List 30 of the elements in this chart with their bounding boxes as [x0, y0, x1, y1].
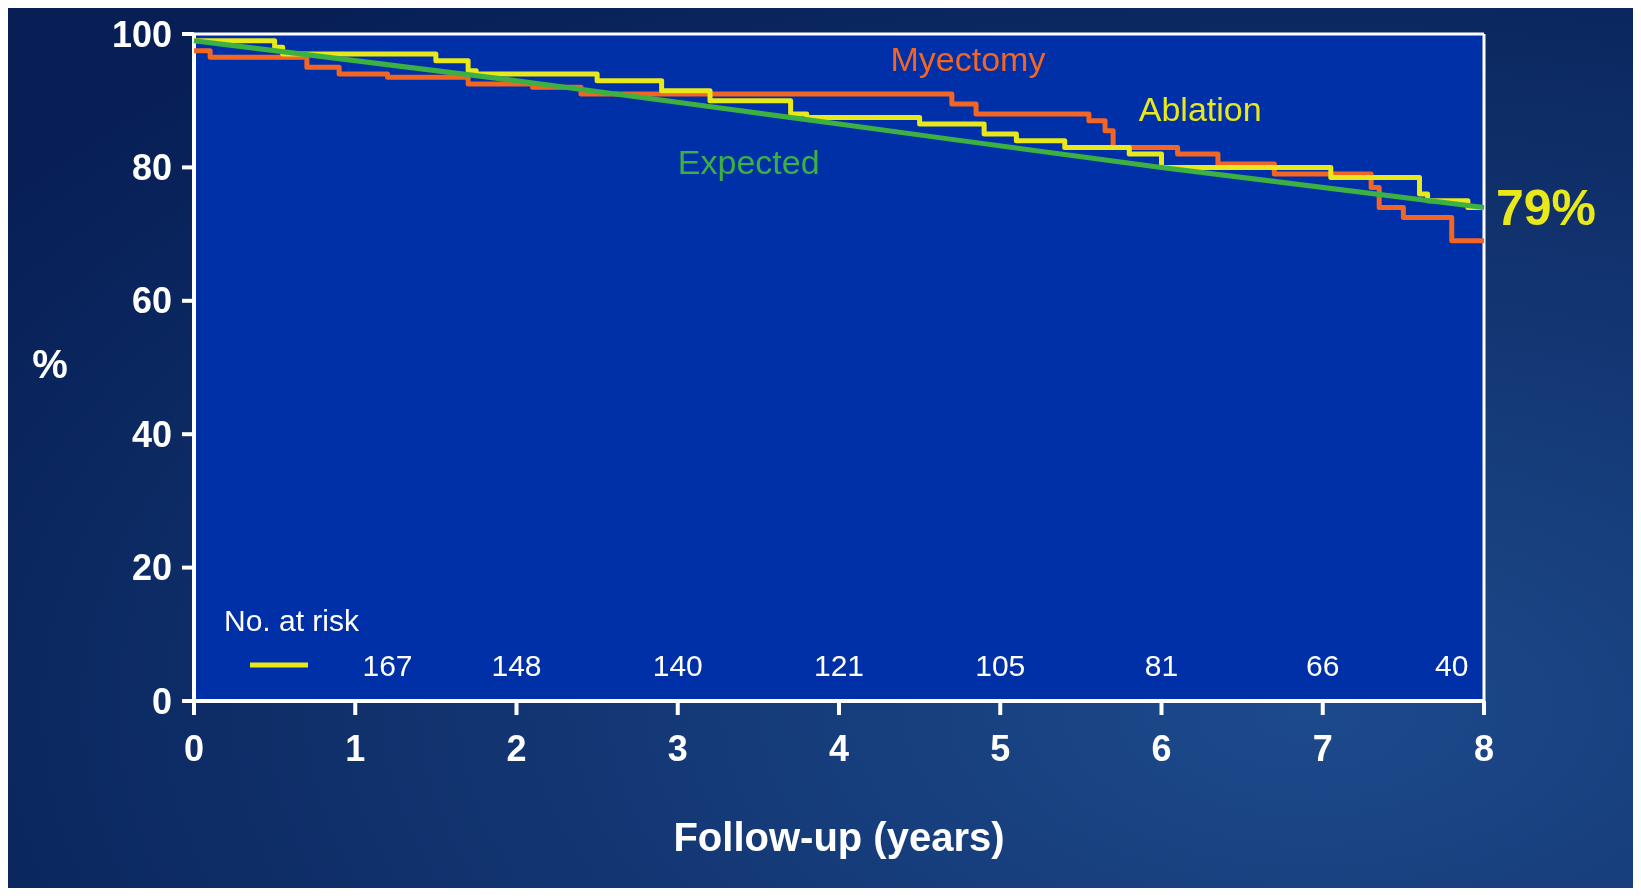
annotation: 140 [652, 648, 703, 682]
x-tick-label: 7 [1312, 728, 1333, 769]
x-axis-title: Follow-up (years) [673, 815, 1005, 859]
x-tick-label: 6 [1151, 728, 1172, 769]
y-tick-label: 40 [131, 413, 172, 455]
x-tick-label: 8 [1473, 728, 1495, 769]
annotation: 121 [813, 648, 865, 682]
x-tick-label: 0 [183, 728, 205, 769]
series-label: Myectomy [890, 39, 1046, 78]
y-tick-label: 60 [131, 280, 172, 322]
series-label: Expected [677, 143, 820, 182]
series-label: Ablation [1138, 89, 1262, 128]
y-tick-label: 0 [151, 680, 172, 722]
y-tick-label: 80 [131, 147, 172, 188]
annotation: 167 [362, 648, 413, 682]
x-tick-label: 3 [667, 728, 688, 769]
y-axis-title: % [32, 341, 68, 386]
x-tick-label: 5 [990, 728, 1011, 769]
annotation: 105 [975, 648, 1026, 682]
annotation: No. at risk [224, 604, 361, 637]
y-tick-label: 20 [131, 547, 172, 589]
annotation: 148 [491, 648, 542, 682]
annotation: 66 [1306, 648, 1340, 682]
annotation: 81 [1144, 648, 1179, 682]
y-tick-label: 100 [111, 13, 172, 55]
x-tick-label: 4 [828, 728, 850, 769]
annotation: 40 [1435, 648, 1469, 682]
x-tick-label: 2 [506, 728, 527, 769]
text: 79% [1496, 180, 1597, 237]
x-tick-label: 1 [345, 728, 366, 769]
